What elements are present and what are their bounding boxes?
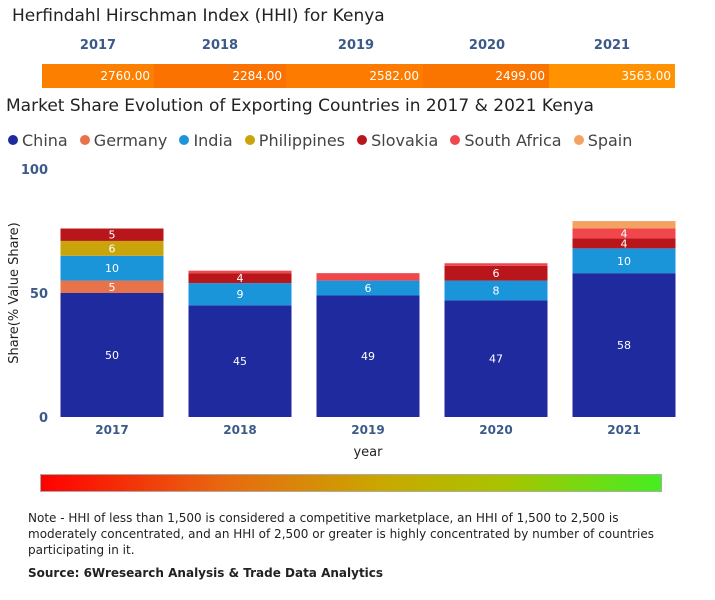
y-tick-50: 50 xyxy=(30,287,48,302)
bar-segment-south-africa-2020 xyxy=(444,263,548,266)
bar-segment-slovakia-2017 xyxy=(60,228,164,241)
hhi-value-2018: 2284.00 xyxy=(154,64,286,88)
bar-segment-india-2020 xyxy=(444,280,548,301)
legend-label-india: India xyxy=(193,131,233,150)
legend-dot-slovakia xyxy=(357,135,368,145)
bar-segment-china-2017 xyxy=(60,293,164,417)
bar-segment-south-africa-2019 xyxy=(316,273,420,281)
bar-segment-china-2020 xyxy=(444,300,548,417)
hhi-year-2018: 2018 xyxy=(201,38,239,53)
data-label-china-2017: 50 xyxy=(105,349,119,362)
data-label-china-2020: 47 xyxy=(489,353,503,366)
hhi-color-scale xyxy=(40,474,662,492)
x-tick-2021: 2021 xyxy=(607,423,640,437)
chart-legend: China Germany India Philippines Slovakia… xyxy=(8,131,639,150)
hhi-value-2019: 2582.00 xyxy=(286,64,423,88)
legend-item-spain: Spain xyxy=(573,131,633,150)
data-label-india-2017: 10 xyxy=(105,262,119,275)
data-label-slovakia-2017: 5 xyxy=(109,229,116,242)
legend-dot-spain xyxy=(573,135,584,145)
bar-segment-india-2018 xyxy=(188,283,292,306)
bar-segment-germany-2017 xyxy=(60,280,164,293)
legend-dot-philippines xyxy=(244,135,255,145)
data-label-india-2018: 9 xyxy=(237,288,244,301)
bar-segment-india-2019 xyxy=(316,280,420,296)
hhi-year-2019: 2019 xyxy=(337,38,375,53)
hhi-year-2021: 2021 xyxy=(593,38,631,53)
y-tick-100: 100 xyxy=(21,163,48,178)
hhi-year-2020: 2020 xyxy=(468,38,506,53)
x-tick-2019: 2019 xyxy=(351,423,384,437)
data-label-india-2019: 6 xyxy=(365,282,372,295)
stacked-bar-chart: 0 50 100 Share(% Value Share) year 50 5 10… xyxy=(7,163,676,460)
bar-segment-south-africa-2021 xyxy=(572,228,676,239)
data-label-germany-2017: 5 xyxy=(109,281,116,294)
legend-item-south-africa: South Africa xyxy=(450,131,562,150)
legend-dot-germany xyxy=(79,135,90,145)
data-label-china-2021: 58 xyxy=(617,339,631,352)
x-tick-2017: 2017 xyxy=(95,423,128,437)
legend-dot-south-africa xyxy=(450,135,461,145)
hhi-value-2021: 3563.00 xyxy=(549,64,675,88)
legend-label-south-africa: South Africa xyxy=(464,131,562,150)
data-label-china-2018: 45 xyxy=(233,355,247,368)
x-tick-2020: 2020 xyxy=(479,423,512,437)
chart-title: Market Share Evolution of Exporting Coun… xyxy=(6,96,594,116)
bar-segment-slovakia-2021 xyxy=(572,238,676,249)
legend-label-spain: Spain xyxy=(587,131,633,150)
hhi-year-2017: 2017 xyxy=(79,38,117,53)
bars-group: 5051065201745942018496201947862020581044… xyxy=(60,221,676,437)
y-tick-0: 0 xyxy=(39,411,48,426)
legend-label-philippines: Philippines xyxy=(258,131,345,150)
legend-dot-india xyxy=(179,135,190,145)
legend-item-india: India xyxy=(179,131,233,150)
bar-segment-india-2021 xyxy=(572,248,676,274)
legend-item-philippines: Philippines xyxy=(244,131,345,150)
hhi-value-2017: 2760.00 xyxy=(42,64,154,88)
source-text: Source: 6Wresearch Analysis & Trade Data… xyxy=(28,566,384,580)
legend-label-germany: Germany xyxy=(93,131,168,150)
legend-label-slovakia: Slovakia xyxy=(371,131,439,150)
data-label-india-2021: 10 xyxy=(617,255,631,268)
data-label-india-2020: 8 xyxy=(493,285,500,298)
legend-item-germany: Germany xyxy=(79,131,168,150)
bar-segment-spain-2021 xyxy=(572,221,676,229)
data-label-slovakia-2021: 4 xyxy=(621,237,628,250)
bar-segment-china-2021 xyxy=(572,273,676,417)
legend-label-china: China xyxy=(22,131,68,150)
x-tick-2018: 2018 xyxy=(223,423,256,437)
legend-dot-china xyxy=(8,135,18,145)
bar-segment-philippines-2017 xyxy=(60,240,164,256)
data-label-south-africa-2021: 4 xyxy=(621,227,628,240)
hhi-title: Herfindahl Hirschman Index (HHI) for Ken… xyxy=(12,6,385,26)
legend-item-slovakia: Slovakia xyxy=(357,131,438,150)
data-label-slovakia-2020: 6 xyxy=(493,267,500,280)
data-label-slovakia-2018: 4 xyxy=(237,272,244,285)
y-axis-title: Share(% Value Share) xyxy=(7,222,22,364)
bar-segment-china-2018 xyxy=(188,305,292,417)
x-axis-title: year xyxy=(353,445,383,460)
bar-segment-china-2019 xyxy=(316,295,420,417)
data-label-philippines-2017: 6 xyxy=(109,242,116,255)
bar-segment-india-2017 xyxy=(60,255,164,281)
note-text: Note - HHI of less than 1,500 is conside… xyxy=(28,511,654,557)
bar-segment-slovakia-2020 xyxy=(444,265,548,281)
bar-segment-slovakia-2018 xyxy=(188,273,292,284)
legend-item-china: China xyxy=(8,131,68,150)
data-label-china-2019: 49 xyxy=(361,350,375,363)
hhi-value-2020: 2499.00 xyxy=(423,64,549,88)
bar-segment-south-africa-2018 xyxy=(188,270,292,274)
